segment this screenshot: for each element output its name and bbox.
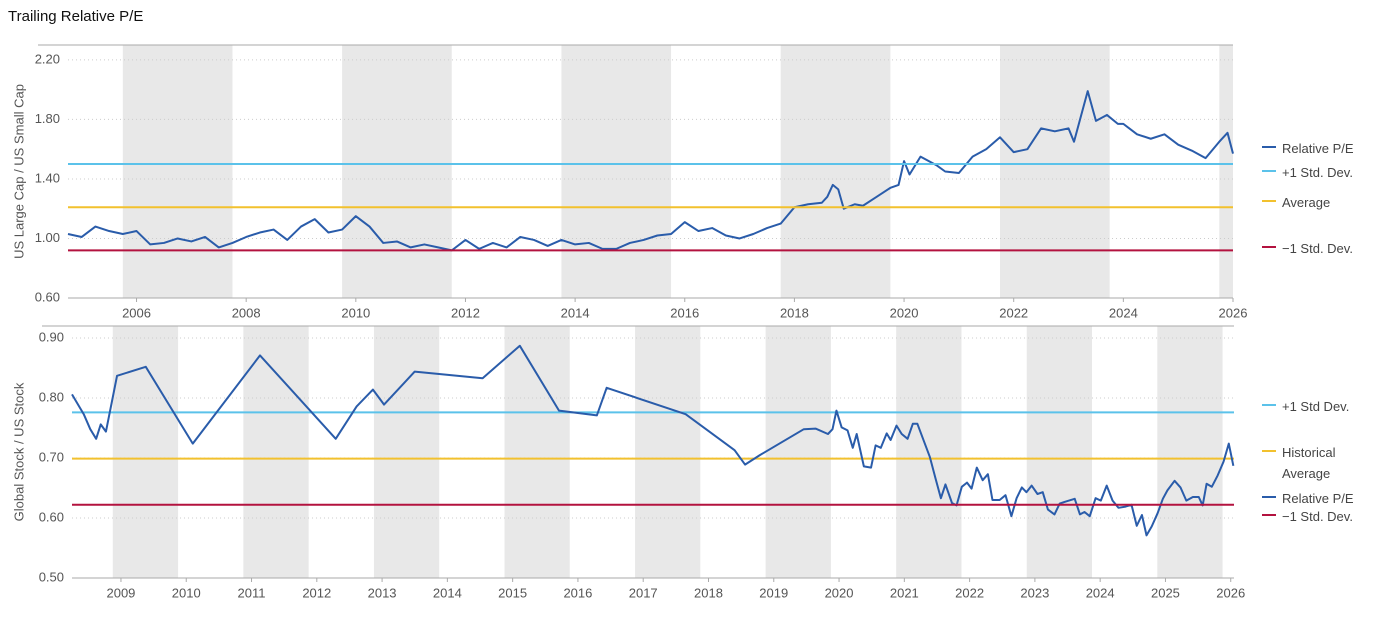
x-tick-label: 2021 bbox=[890, 585, 919, 600]
y-tick-label: 2.20 bbox=[35, 51, 60, 66]
legend-swatch bbox=[1262, 496, 1276, 498]
x-tick-label: 2010 bbox=[172, 585, 201, 600]
legend-label: −1 Std. Dev. bbox=[1282, 509, 1353, 524]
x-tick-label: 2020 bbox=[825, 585, 854, 600]
shade-band bbox=[243, 326, 309, 578]
x-tick-label: 2009 bbox=[106, 585, 135, 600]
y-tick-label: 0.60 bbox=[35, 289, 60, 304]
shade-band bbox=[1219, 45, 1233, 298]
shade-band bbox=[504, 326, 570, 578]
x-tick-label: 2008 bbox=[232, 305, 261, 320]
y-tick-label: 0.80 bbox=[39, 389, 64, 404]
legend-label: +1 Std. Dev. bbox=[1282, 165, 1353, 180]
legend-swatch bbox=[1262, 514, 1276, 516]
legend-item: +1 Std. Dev. bbox=[1262, 162, 1353, 183]
shade-band bbox=[373, 326, 440, 578]
x-tick-label: 2017 bbox=[629, 585, 658, 600]
data-line bbox=[67, 90, 1234, 252]
x-tick-label: 2013 bbox=[368, 585, 397, 600]
y-tick-label: 0.60 bbox=[39, 509, 64, 524]
x-tick-label: 2022 bbox=[999, 305, 1028, 320]
shade-band bbox=[122, 45, 233, 298]
legend-item: +1 Std Dev. bbox=[1262, 396, 1349, 417]
legend-label: Average bbox=[1282, 195, 1331, 210]
x-tick-label: 2020 bbox=[890, 305, 919, 320]
x-tick-label: 2011 bbox=[238, 585, 266, 600]
legend-item: Relative P/E bbox=[1262, 488, 1354, 509]
legend-swatch bbox=[1262, 246, 1276, 248]
y-tick-label: 1.00 bbox=[35, 230, 60, 245]
legend-label: −1 Std. Dev. bbox=[1282, 241, 1353, 256]
x-tick-label: 2016 bbox=[563, 585, 592, 600]
x-tick-label: 2022 bbox=[955, 585, 984, 600]
y-tick-label: 0.90 bbox=[39, 329, 64, 344]
data-line bbox=[71, 344, 1235, 537]
y-axis-label: US Large Cap / US Small Cap bbox=[11, 84, 26, 259]
shade-band bbox=[765, 326, 831, 578]
legend-swatch bbox=[1262, 450, 1276, 452]
y-tick-label: 0.50 bbox=[39, 569, 64, 584]
shade-band bbox=[635, 326, 701, 578]
legend-item: Average bbox=[1262, 192, 1330, 213]
shade-band bbox=[561, 45, 672, 298]
legend-label: Relative P/E bbox=[1282, 491, 1354, 506]
legend-swatch bbox=[1262, 170, 1276, 172]
x-tick-label: 2018 bbox=[694, 585, 723, 600]
x-tick-label: 2023 bbox=[1020, 585, 1049, 600]
x-tick-label: 2016 bbox=[670, 305, 699, 320]
x-tick-label: 2024 bbox=[1086, 585, 1115, 600]
x-tick-label: 2014 bbox=[433, 585, 462, 600]
x-tick-label: 2012 bbox=[302, 585, 331, 600]
x-tick-label: 2025 bbox=[1151, 585, 1180, 600]
x-tick-label: 2026 bbox=[1216, 585, 1245, 600]
x-tick-label: 2018 bbox=[780, 305, 809, 320]
y-axis-label: Global Stock / US Stock bbox=[11, 382, 26, 521]
x-tick-label: 2024 bbox=[1109, 305, 1138, 320]
legend-item: Relative P/E bbox=[1262, 138, 1354, 159]
shade-band bbox=[1157, 326, 1223, 578]
legend-label: +1 Std Dev. bbox=[1282, 399, 1350, 414]
x-tick-label: 2026 bbox=[1219, 305, 1248, 320]
x-tick-label: 2015 bbox=[498, 585, 527, 600]
shade-band bbox=[112, 326, 179, 578]
legend-swatch bbox=[1262, 404, 1276, 406]
legend-swatch bbox=[1262, 200, 1276, 202]
y-tick-label: 1.80 bbox=[35, 111, 60, 126]
y-tick-label: 0.70 bbox=[39, 449, 64, 464]
legend-label: Historical Average bbox=[1282, 445, 1336, 481]
x-tick-label: 2019 bbox=[759, 585, 788, 600]
legend-label: Relative P/E bbox=[1282, 141, 1354, 156]
x-tick-label: 2010 bbox=[341, 305, 370, 320]
y-tick-label: 1.40 bbox=[35, 170, 60, 185]
shade-band bbox=[1000, 45, 1110, 298]
x-tick-label: 2006 bbox=[122, 305, 151, 320]
legend-item: Historical Average bbox=[1262, 442, 1362, 484]
x-tick-label: 2012 bbox=[451, 305, 480, 320]
shade-band bbox=[1026, 326, 1093, 578]
legend-item: −1 Std. Dev. bbox=[1262, 238, 1353, 259]
legend-swatch bbox=[1262, 146, 1276, 148]
x-tick-label: 2014 bbox=[561, 305, 590, 320]
shade-band bbox=[342, 45, 452, 298]
shade-band bbox=[780, 45, 891, 298]
page-title: Trailing Relative P/E bbox=[8, 8, 144, 25]
legend-item: −1 Std. Dev. bbox=[1262, 506, 1353, 527]
